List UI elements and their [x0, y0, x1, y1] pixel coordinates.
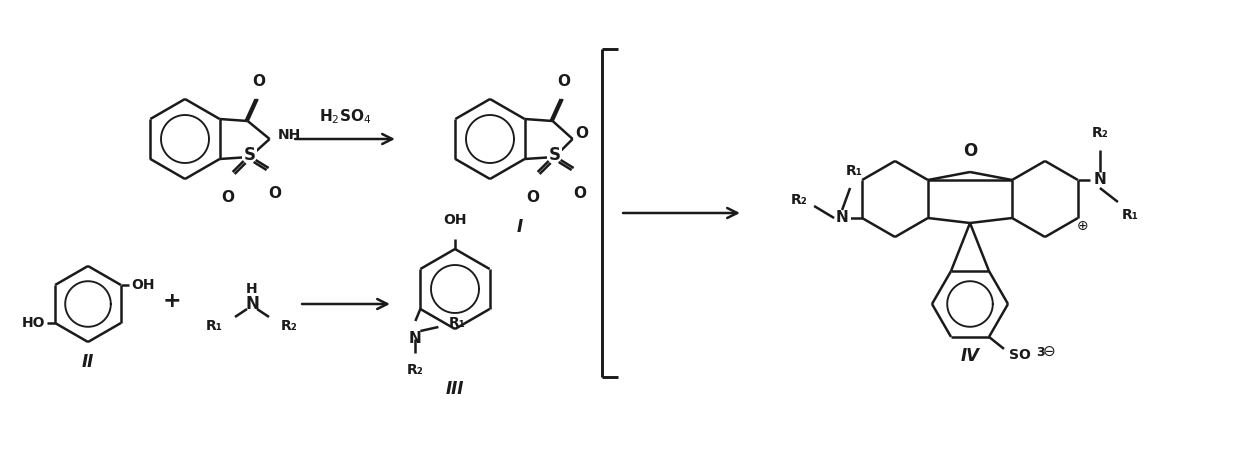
- Text: R₁: R₁: [206, 319, 223, 333]
- Text: III: III: [446, 380, 465, 398]
- Text: IV: IV: [960, 347, 980, 365]
- Text: R₁: R₁: [449, 316, 465, 330]
- Text: +: +: [162, 291, 181, 311]
- Text: R₂: R₂: [1092, 126, 1108, 140]
- Text: OH: OH: [444, 213, 467, 227]
- Text: O: O: [221, 190, 234, 205]
- Text: R₂: R₂: [406, 363, 424, 377]
- Text: II: II: [82, 353, 94, 371]
- Text: 3: 3: [1036, 346, 1044, 359]
- Text: N: N: [409, 331, 421, 346]
- Text: ⊖: ⊖: [1043, 343, 1056, 358]
- Text: H$_2$SO$_4$: H$_2$SO$_4$: [318, 107, 372, 126]
- Text: O: O: [253, 74, 265, 89]
- Text: O: O: [574, 186, 586, 201]
- Text: I: I: [517, 218, 523, 236]
- Text: OH: OH: [131, 278, 155, 292]
- Text: R₂: R₂: [281, 319, 297, 333]
- Text: N: N: [1094, 173, 1106, 187]
- Text: R₂: R₂: [790, 193, 807, 207]
- Text: O: O: [558, 74, 570, 89]
- Text: N: N: [245, 295, 259, 313]
- Text: O: O: [527, 190, 539, 205]
- Text: R₁: R₁: [846, 164, 862, 178]
- Text: SO: SO: [1009, 348, 1031, 362]
- Text: NH: NH: [278, 128, 301, 142]
- Text: O: O: [268, 186, 281, 201]
- Text: ⊕: ⊕: [1077, 219, 1089, 233]
- Text: O: O: [963, 142, 978, 160]
- Text: S: S: [549, 146, 560, 164]
- Text: HO: HO: [21, 316, 45, 330]
- Text: H: H: [247, 282, 258, 296]
- Text: O: O: [575, 127, 589, 141]
- Text: N: N: [836, 211, 849, 225]
- Text: S: S: [244, 146, 255, 164]
- Text: R₁: R₁: [1121, 208, 1139, 222]
